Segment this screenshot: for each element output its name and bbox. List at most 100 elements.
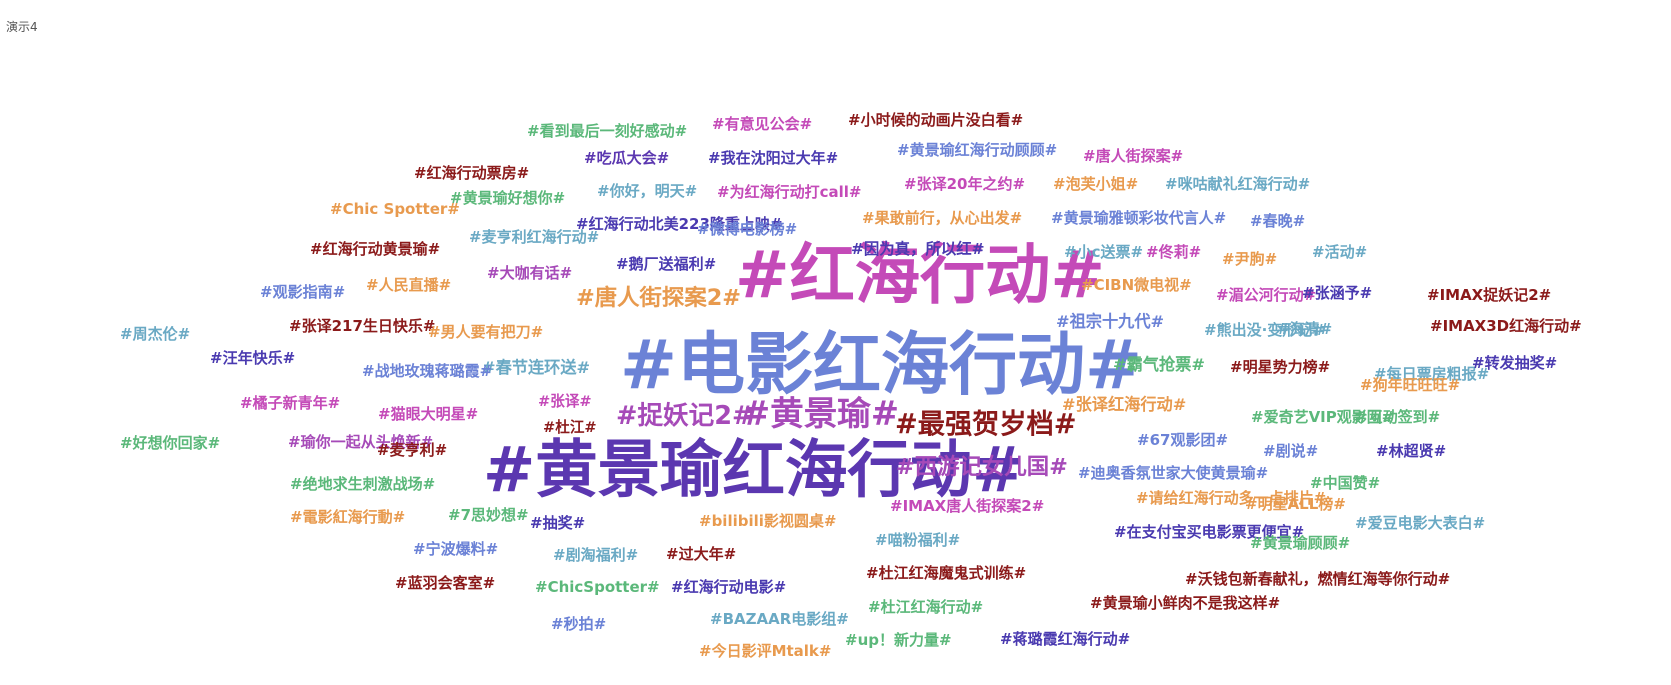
word-cloud-word: #明星ALL榜#: [1245, 495, 1346, 513]
word-cloud-word: #人民直播#: [366, 276, 451, 294]
word-cloud-word: #张译#: [538, 393, 592, 410]
word-cloud-word: #吃瓜大会#: [584, 149, 669, 167]
word-cloud-word: #在支付宝买电影票更便宜#: [1114, 523, 1304, 541]
word-cloud-word: #黄景瑜雅顿彩妆代言人#: [1051, 209, 1226, 227]
word-cloud-word: #瑜你一起从头焕新#: [288, 433, 433, 451]
word-cloud-word: #林超贤#: [1376, 442, 1446, 460]
word-cloud-word: #67观影团#: [1137, 431, 1228, 449]
word-cloud-word: #过大年#: [666, 545, 736, 563]
word-cloud-word: #西游记女儿国#: [896, 453, 1068, 480]
word-cloud-word: #好想你回家#: [120, 434, 220, 452]
word-cloud-word: #7思妙想#: [448, 506, 529, 524]
word-cloud-word: #红海行动#: [735, 237, 1105, 313]
word-cloud-word: #张译217生日快乐#: [289, 317, 435, 335]
word-cloud-word: #观影指南#: [260, 283, 345, 301]
word-cloud-word: #海清#: [1277, 320, 1332, 338]
word-cloud-word: #猫眼大明星#: [378, 405, 478, 423]
word-cloud-word: #尹朐#: [1222, 250, 1277, 268]
word-cloud-word: #咪咕献礼红海行动#: [1165, 175, 1310, 193]
word-cloud-word: #为红海行动打call#: [717, 183, 861, 201]
word-cloud-word: #唐人街探案#: [1083, 147, 1183, 165]
word-cloud-word: #小时候的动画片没白看#: [848, 111, 1023, 129]
word-cloud-word: #霸气抢票#: [1113, 355, 1205, 374]
word-cloud-word: #男人要有把刀#: [428, 323, 543, 341]
word-cloud-word: #张涵予#: [1302, 284, 1372, 302]
word-cloud-word: #红海行动黄景瑜#: [310, 240, 440, 258]
word-cloud-word: #Chic Spotter#: [330, 200, 460, 218]
word-cloud-word: #CIBN微电视#: [1081, 276, 1192, 294]
word-cloud-word: #汪年快乐#: [210, 349, 295, 367]
word-cloud-word: #黄景瑜好想你#: [450, 189, 565, 207]
word-cloud-word: #中国赞#: [1310, 474, 1380, 492]
word-cloud-word: #唐人街探案2#: [576, 284, 741, 311]
word-cloud-word: #周杰伦#: [120, 325, 190, 343]
word-cloud-word: #剧说#: [1263, 442, 1318, 460]
word-cloud-word: #狗年旺旺旺#: [1360, 376, 1460, 394]
word-cloud-word: #电影红海行动#: [620, 326, 1142, 405]
word-cloud-word: #蓝羽会客室#: [395, 574, 495, 592]
word-cloud-word: #因为真，所以红#: [851, 239, 985, 258]
word-cloud-word: #黄景瑜小鲜肉不是我这样#: [1090, 594, 1280, 612]
word-cloud-word: #明星势力榜#: [1230, 358, 1330, 376]
word-cloud-word: #今日影评Mtalk#: [699, 642, 831, 660]
word-cloud-word: #转发抽奖#: [1472, 354, 1557, 372]
word-cloud-word: #宁波爆料#: [413, 540, 498, 558]
word-cloud-word: #沃钱包新春献礼，燃情红海等你行动#: [1185, 570, 1450, 588]
word-cloud-word: #黄景瑜红海行动#: [483, 433, 1024, 506]
word-cloud-word: #黄景瑜顾顾#: [1250, 534, 1350, 552]
word-cloud-word: #ChicSpotter#: [535, 578, 660, 596]
word-cloud-word: #湄公河行动#: [1216, 286, 1316, 304]
word-cloud-word: #春节连环送#: [482, 358, 590, 377]
word-cloud-word: #每日票房粗报#: [1374, 365, 1489, 383]
word-cloud-word: #最强贺岁档#: [895, 409, 1077, 440]
word-cloud-word: #秒拍#: [551, 615, 606, 633]
word-cloud-word: #橘子新青年#: [240, 394, 340, 412]
word-cloud-word: #爱豆电影大表白#: [1355, 514, 1485, 532]
word-cloud-word: #泡芙小姐#: [1053, 175, 1138, 193]
word-cloud-word: #捉妖记2#: [616, 401, 753, 431]
word-cloud-word: #熊出没·变形记#: [1204, 321, 1325, 339]
word-cloud-word: #请给红海行动多一点排片#: [1136, 489, 1326, 507]
word-cloud-word: #黄景瑜#: [742, 394, 899, 433]
word-cloud-word: #张译20年之约#: [904, 175, 1025, 193]
word-cloud-word: #看到最后一刻好感动#: [527, 122, 687, 140]
word-cloud-word: #微博电影榜#: [697, 220, 797, 238]
word-cloud-word: #红海行动北美223隆重上映#: [576, 215, 782, 233]
word-cloud-word: #麦亨利红海行动#: [469, 228, 599, 246]
word-cloud-word: #bilibili影视圆桌#: [699, 512, 836, 530]
page-title: 演示4: [6, 20, 38, 34]
word-cloud-word: #有意见公会#: [712, 115, 812, 133]
word-cloud-word: #鹅厂送福利#: [616, 255, 716, 273]
word-cloud-word: #爱奇艺VIP观影团#: [1251, 408, 1394, 426]
word-cloud-word: #up！新力量#: [845, 631, 952, 649]
word-cloud-word: #喵粉福利#: [875, 531, 960, 549]
word-cloud-word: #迪奥香氛世家大使黄景瑜#: [1078, 464, 1268, 482]
word-cloud-word: #战地玫瑰蒋璐霞#: [362, 362, 492, 380]
word-cloud-word: #麦亨利#: [377, 441, 447, 459]
word-cloud-word: #IMAX捉妖记2#: [1427, 286, 1551, 304]
word-cloud-word: #杜江红海魔鬼式训练#: [866, 564, 1026, 582]
word-cloud-word: #大咖有话#: [487, 264, 572, 282]
word-cloud-word: #IMAX3D红海行动#: [1430, 317, 1582, 335]
word-cloud-word: #果敢前行，从心出发#: [862, 209, 1022, 227]
word-cloud-word: #BAZAAR电影组#: [710, 610, 849, 628]
word-cloud-word: #张译红海行动#: [1062, 395, 1186, 414]
word-cloud-word: #红海行动电影#: [671, 578, 786, 596]
word-cloud-word: #剧淘福利#: [553, 546, 638, 564]
word-cloud-word: #祖宗十九代#: [1056, 312, 1164, 331]
word-cloud-word: #绝地求生刺激战场#: [290, 475, 435, 493]
word-cloud-word: #黄景瑜红海行动顾顾#: [897, 141, 1057, 159]
word-cloud-word: #抽奖#: [530, 514, 585, 532]
word-cloud-word: #互动签到#: [1355, 408, 1440, 426]
word-cloud-word: #活动#: [1312, 243, 1367, 261]
word-cloud-word: #蒋璐霞红海行动#: [1000, 630, 1130, 648]
word-cloud-word: #IMAX唐人街探案2#: [890, 497, 1044, 515]
word-cloud-word: #春晚#: [1250, 212, 1305, 230]
word-cloud-word: #小c送票#: [1064, 243, 1143, 261]
word-cloud-word: #红海行动票房#: [414, 164, 529, 182]
word-cloud-word: #我在沈阳过大年#: [708, 149, 838, 167]
word-cloud-word: #電影紅海行動#: [290, 508, 405, 526]
word-cloud-word: #你好，明天#: [597, 182, 697, 200]
word-cloud-word: #杜江红海行动#: [868, 598, 983, 616]
